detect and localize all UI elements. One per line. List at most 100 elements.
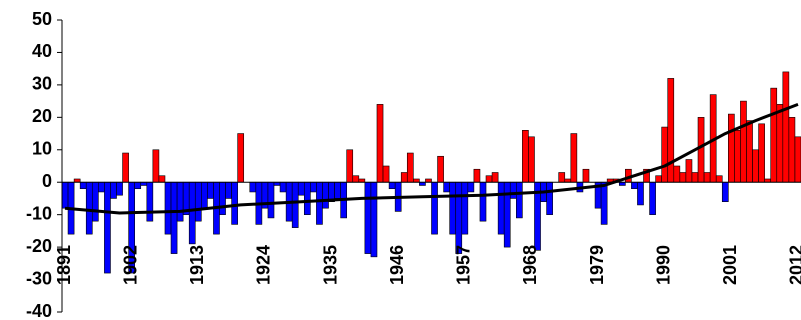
bar [406, 152, 414, 183]
bar [479, 181, 487, 222]
bar [637, 181, 644, 206]
bar [437, 155, 444, 183]
x-tick-label: 1924 [254, 245, 274, 285]
y-tick-label: -10 [26, 203, 52, 223]
bar [364, 181, 372, 254]
bar [788, 117, 796, 183]
bar [176, 181, 184, 222]
bar [782, 71, 790, 183]
bar [164, 181, 172, 235]
bar [685, 159, 693, 183]
bar [134, 181, 142, 190]
bar [473, 168, 481, 183]
y-tick-label: 50 [32, 9, 52, 29]
bar [352, 175, 360, 183]
bar [455, 181, 463, 254]
bar [667, 78, 675, 183]
bar [758, 123, 765, 183]
bar [146, 181, 154, 222]
bar [431, 181, 438, 235]
x-tick-label: 1935 [320, 245, 340, 285]
bar [728, 113, 735, 183]
bar [79, 181, 87, 190]
bar [691, 172, 699, 183]
bar [170, 181, 178, 254]
x-tick-label: 1891 [54, 245, 74, 285]
x-tick-label: 1990 [653, 245, 673, 285]
bar [528, 136, 535, 183]
bar [655, 175, 662, 183]
bar [382, 165, 390, 183]
bar [558, 172, 566, 183]
bar [740, 100, 747, 183]
bar [122, 152, 129, 183]
bar [673, 165, 681, 183]
trend-line [64, 102, 799, 215]
bar [400, 172, 408, 183]
x-tick-label: 1968 [520, 245, 540, 285]
x-tick-label: 1946 [387, 245, 407, 285]
bar [449, 181, 457, 235]
bar [110, 181, 117, 199]
y-tick-label: -20 [26, 236, 52, 256]
x-tick-label: 1913 [187, 245, 207, 285]
bar [370, 181, 378, 258]
x-tick-label: 1979 [587, 245, 607, 285]
y-tick-label: 0 [42, 171, 52, 191]
y-tick-label: 20 [32, 106, 52, 126]
bar [776, 104, 784, 183]
bar [546, 181, 553, 215]
bar [346, 149, 354, 183]
y-tick-label: -30 [26, 268, 52, 288]
bar [752, 149, 759, 183]
bar [516, 181, 523, 219]
x-tick-label: 2001 [720, 245, 740, 285]
bar [194, 181, 202, 222]
bar [152, 149, 160, 183]
bar [279, 181, 287, 193]
bar [249, 181, 257, 193]
bar [649, 181, 656, 215]
bar [703, 172, 711, 183]
bar [679, 172, 687, 183]
bar [116, 181, 123, 196]
bar [188, 181, 196, 245]
bar [201, 181, 208, 209]
bar [570, 133, 578, 183]
bar [225, 181, 232, 199]
x-tick-label: 2012 [787, 245, 801, 285]
bar [461, 181, 469, 235]
bar [509, 181, 517, 199]
bar [491, 172, 499, 183]
bar [85, 181, 93, 235]
bar [600, 181, 608, 225]
bar [485, 175, 493, 183]
bar [376, 104, 384, 183]
bar [503, 181, 511, 248]
bar [291, 181, 299, 228]
bar [267, 181, 275, 219]
bar [582, 168, 590, 183]
x-tick-label: 1902 [120, 245, 140, 285]
y-tick-label: 10 [32, 139, 52, 159]
bar [388, 181, 396, 190]
bar [770, 87, 778, 183]
y-tick-label: 30 [32, 74, 52, 94]
bar [158, 175, 166, 183]
bar [661, 126, 669, 183]
bar [522, 130, 529, 183]
bar [231, 181, 238, 225]
y-tick-label: 40 [32, 41, 52, 61]
bar [207, 181, 214, 199]
bar [497, 181, 505, 235]
bar [316, 181, 323, 225]
bar [104, 181, 111, 274]
bar [297, 181, 305, 196]
bar [794, 136, 801, 183]
bar [334, 181, 341, 199]
bar [443, 181, 450, 193]
bar [734, 130, 741, 183]
bar [746, 120, 753, 183]
bar [237, 133, 245, 183]
